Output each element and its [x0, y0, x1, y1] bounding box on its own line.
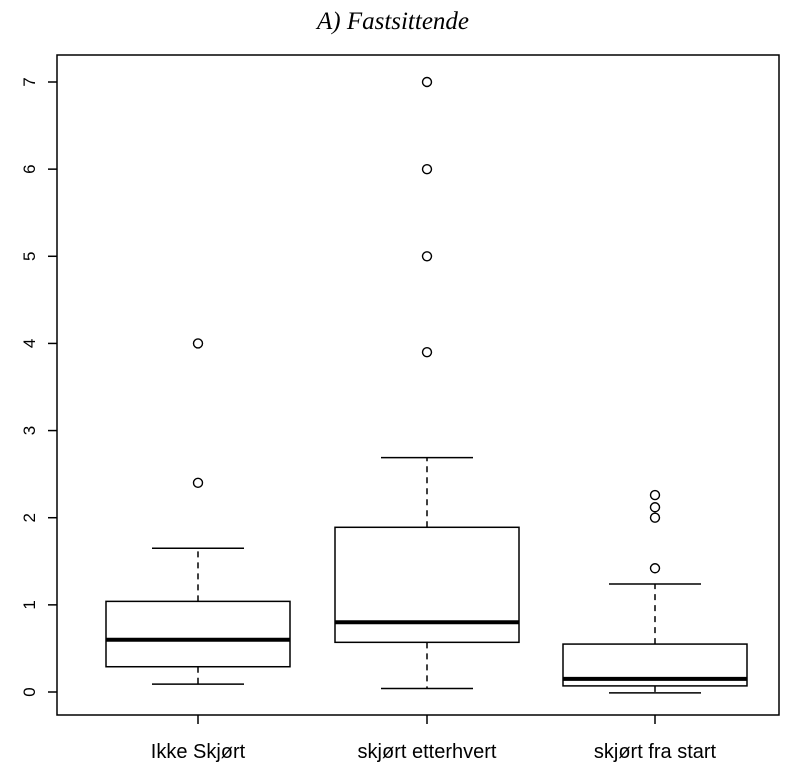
outlier-point [421, 346, 433, 358]
y-tick-label: 5 [20, 252, 39, 261]
iqr-box [105, 600, 291, 668]
outlier-point [649, 502, 661, 513]
y-axis: 0 1 2 3 4 5 6 7 [20, 77, 57, 697]
plot-frame [56, 54, 780, 716]
y-tick-label: 4 [20, 339, 39, 348]
x-tick-label: skjørt etterhvert [358, 741, 497, 763]
x-tick-label: skjørt fra start [594, 741, 717, 763]
box-group [562, 489, 748, 694]
y-tick-label: 3 [20, 426, 39, 435]
outlier-point [649, 489, 661, 501]
y-tick-label: 1 [20, 600, 39, 609]
outlier-point [421, 76, 433, 88]
y-tick-label: 2 [20, 513, 39, 522]
chart-title: A) Fastsittende [316, 8, 470, 35]
outlier-point [421, 163, 433, 175]
outlier-point [649, 563, 661, 574]
x-tick-label: Ikke Skjørt [151, 741, 246, 763]
outlier-point [192, 477, 204, 489]
x-axis: Ikke Skjørt skjørt etterhvert skjørt fra s… [151, 715, 717, 763]
y-tick-label: 0 [20, 687, 39, 696]
box-group [105, 338, 291, 685]
boxes [105, 76, 748, 694]
outlier-point [421, 251, 433, 262]
outlier-point [192, 338, 204, 349]
box-group [334, 76, 520, 690]
iqr-box [334, 526, 520, 644]
y-tick-label: 6 [20, 164, 39, 173]
outlier-point [649, 512, 661, 523]
y-tick-label: 7 [20, 77, 39, 86]
